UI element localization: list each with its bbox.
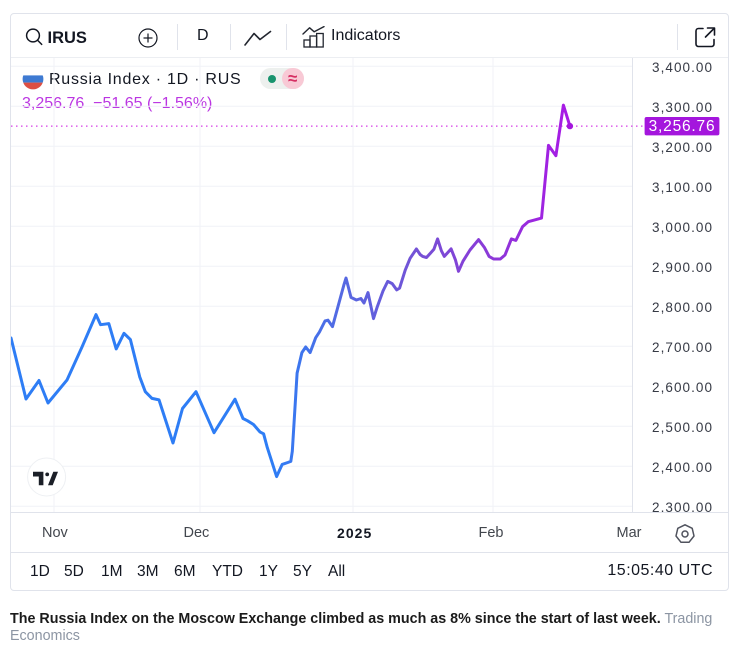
svg-text:3,300.00: 3,300.00 [652,100,713,115]
svg-text:2,400.00: 2,400.00 [652,460,713,475]
svg-text:3,000.00: 3,000.00 [652,220,713,235]
svg-text:2,600.00: 2,600.00 [652,380,713,395]
svg-text:2,800.00: 2,800.00 [652,300,713,315]
svg-text:3,100.00: 3,100.00 [652,180,713,195]
svg-text:2,700.00: 2,700.00 [652,340,713,355]
svg-text:2,300.00: 2,300.00 [652,500,713,512]
svg-text:3,400.00: 3,400.00 [652,60,713,75]
svg-text:2,500.00: 2,500.00 [652,420,713,435]
svg-text:3,256.76: 3,256.76 [649,118,716,135]
svg-text:3,200.00: 3,200.00 [652,140,713,155]
svg-text:2,900.00: 2,900.00 [652,260,713,275]
